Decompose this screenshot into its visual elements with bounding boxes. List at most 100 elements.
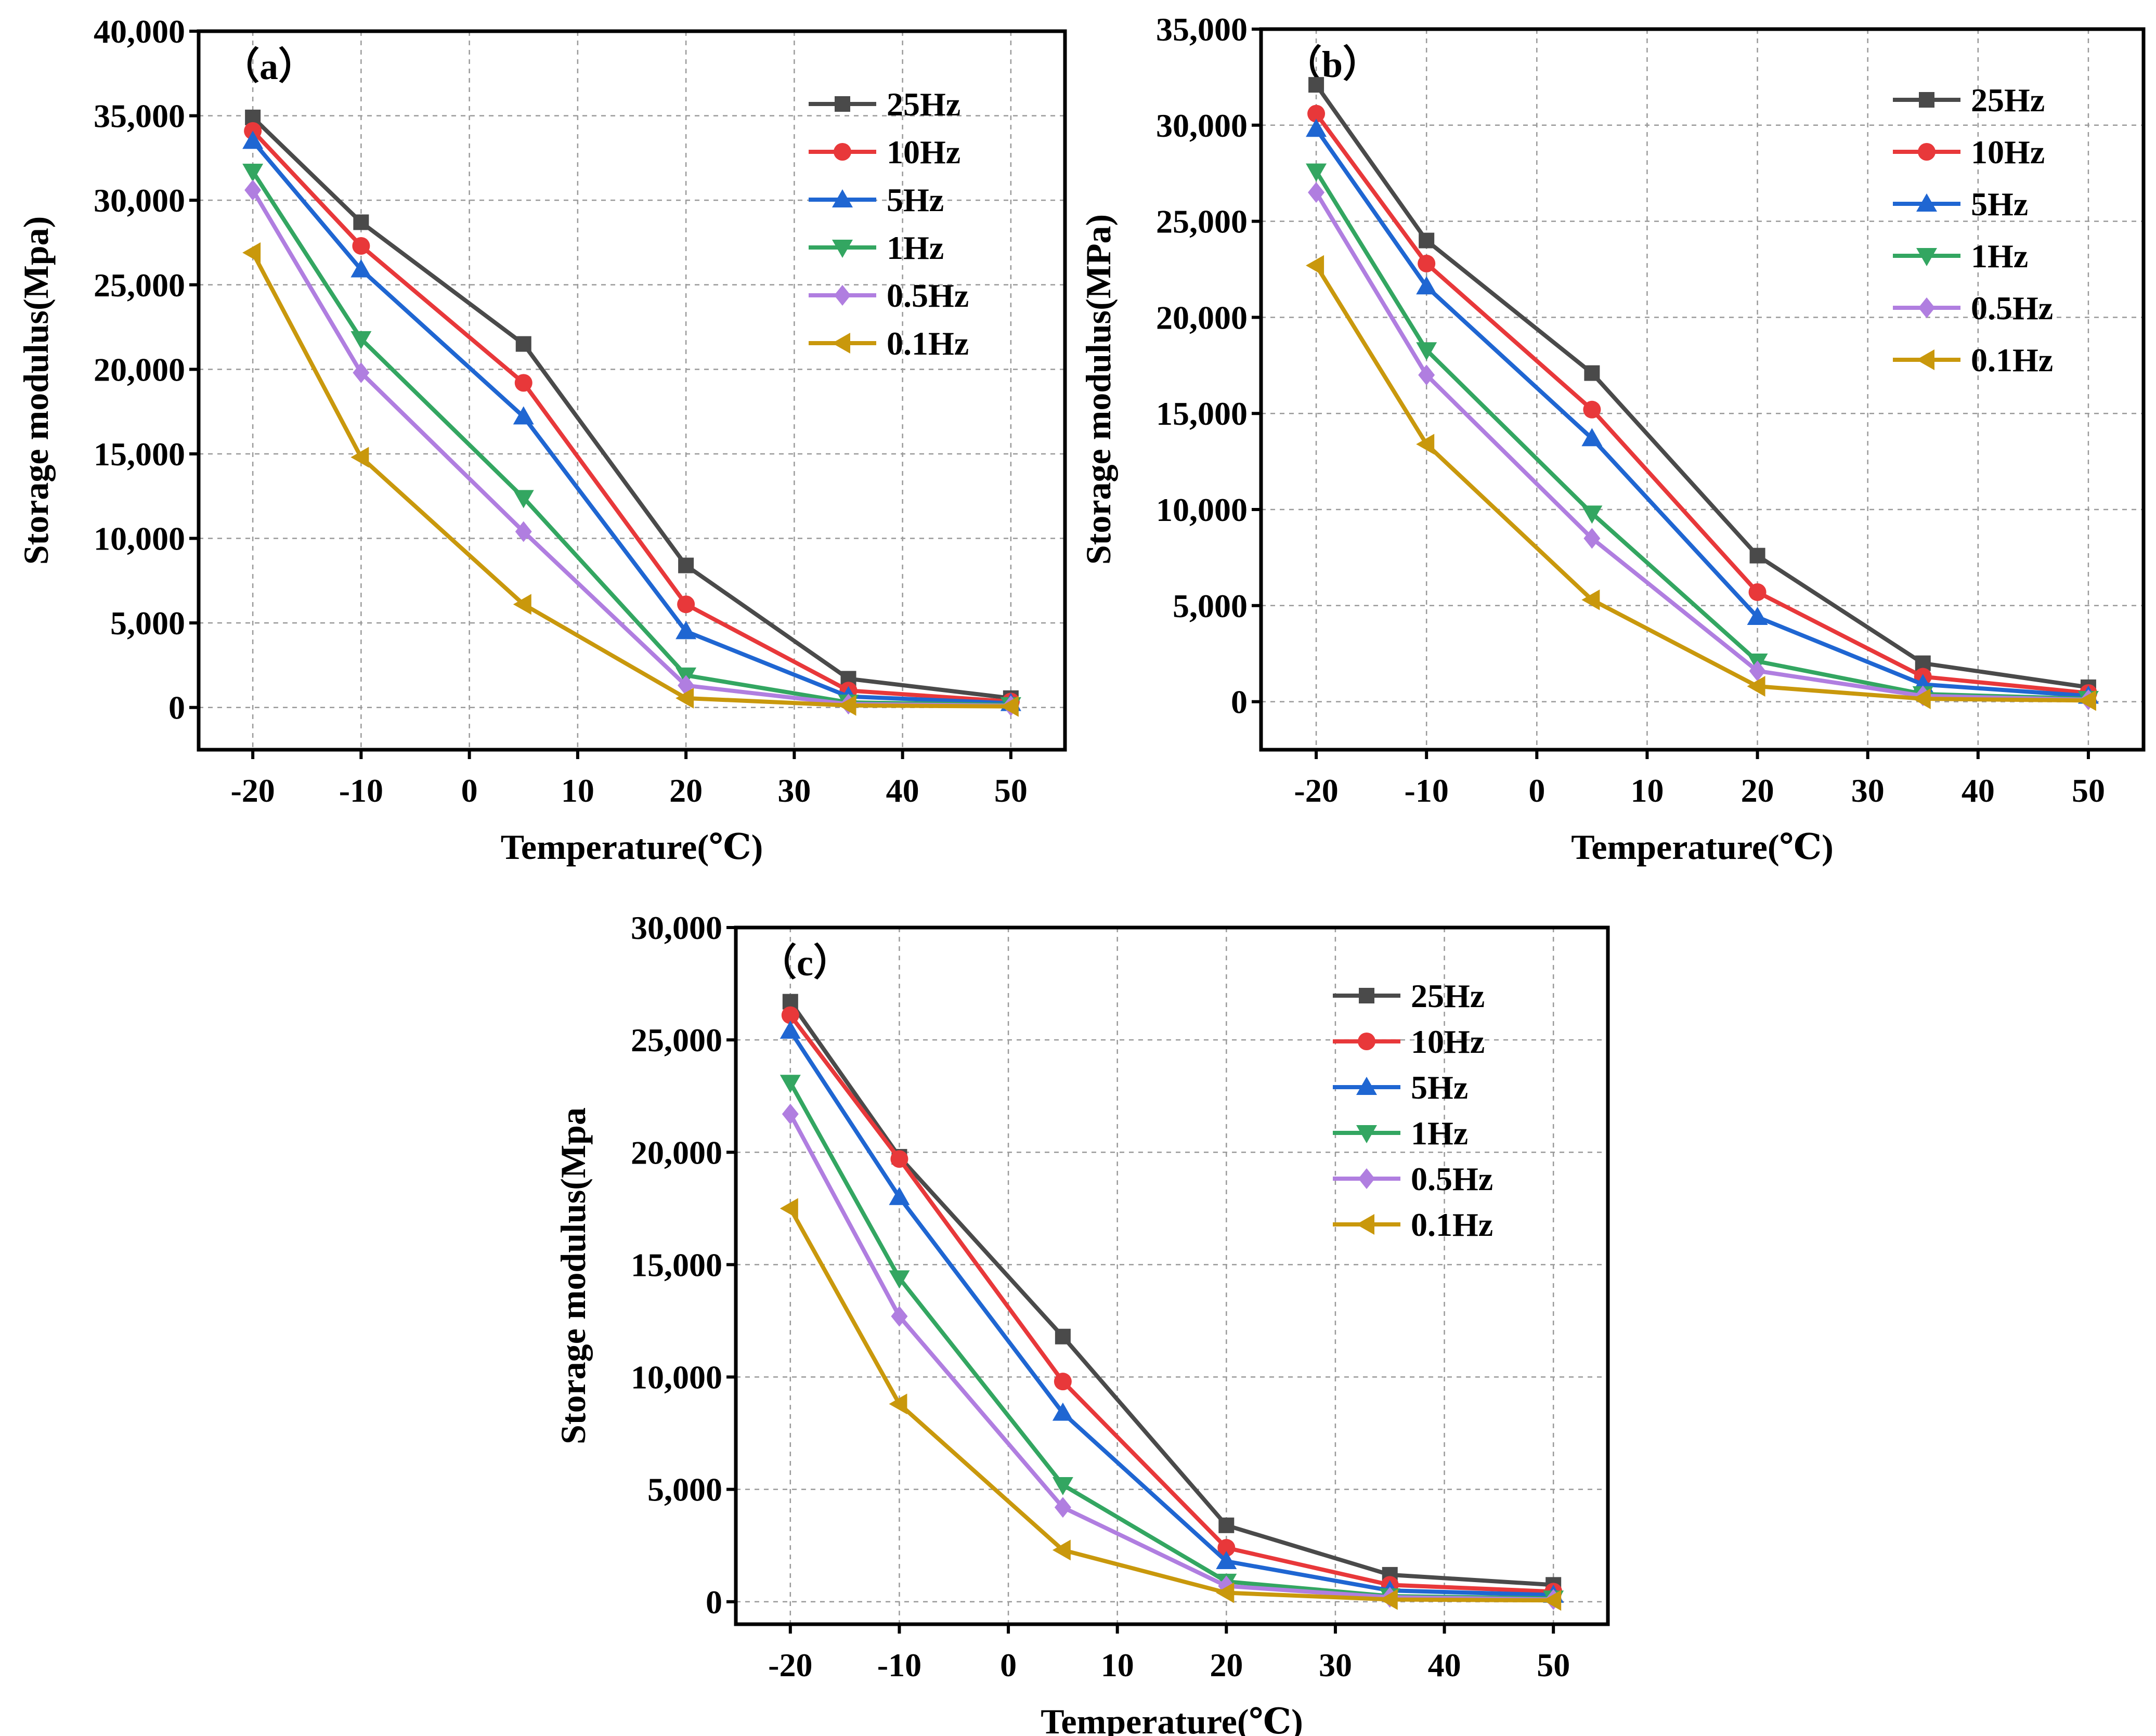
data-point: [1581, 505, 1603, 524]
legend-marker: [1359, 988, 1374, 1003]
x-tick-label: 10: [1101, 1647, 1134, 1683]
data-point: [1748, 583, 1767, 601]
data-point: [677, 595, 695, 614]
x-tick-label: 20: [1210, 1647, 1243, 1683]
y-tick-label: 0: [706, 1584, 722, 1621]
series-line: [251, 139, 1011, 706]
x-tick-label: -20: [1294, 772, 1338, 809]
data-point: [242, 163, 264, 182]
data-point: [781, 1006, 799, 1024]
data-point: [1912, 688, 1931, 710]
legend-label: 10Hz: [887, 134, 960, 171]
legend-entry: 10Hz: [809, 134, 960, 171]
data-point: [1416, 434, 1435, 455]
legend-entry: 25Hz: [1333, 977, 1485, 1014]
grid: [199, 31, 1065, 750]
y-tick-label: 25,000: [94, 267, 185, 304]
legend-entry: 0.5Hz: [1893, 290, 2053, 327]
legend-marker: [1916, 248, 1937, 266]
data-point: [889, 1270, 910, 1289]
data-point: [1052, 1477, 1073, 1495]
legend-entry: 5Hz: [1333, 1069, 1468, 1106]
data-point: [1749, 660, 1766, 682]
legend-label: 0.5Hz: [1411, 1160, 1493, 1197]
x-tick-label: 50: [2072, 772, 2105, 809]
data-point: [1054, 1373, 1072, 1391]
data-point: [1217, 1539, 1236, 1557]
series-line: [251, 189, 1011, 708]
data-point: [1543, 1590, 1562, 1611]
data-point: [513, 406, 534, 425]
legend-entry: 25Hz: [809, 86, 960, 123]
y-tick-label: 25,000: [1156, 203, 1248, 240]
y-tick-label: 5,000: [647, 1471, 722, 1508]
data-point: [350, 331, 372, 349]
legend-marker: [834, 143, 851, 161]
y-tick-label: 20,000: [631, 1134, 722, 1171]
series-line: [1314, 191, 2089, 702]
y-axis-title: Storage modulus(Mpa: [553, 1107, 593, 1444]
y-tick-label: 40,000: [94, 13, 185, 50]
x-tick-label: 40: [886, 772, 919, 809]
series-line: [788, 1029, 1554, 1597]
x-tick-label: 10: [561, 772, 594, 809]
data-point: [1000, 696, 1019, 717]
legend-entry: 25Hz: [1893, 82, 2045, 119]
y-tick-label: 15,000: [1156, 395, 1248, 432]
legend-marker: [1918, 297, 1935, 318]
legend-entry: 1Hz: [1893, 238, 2028, 275]
data-point: [1052, 1402, 1073, 1421]
x-tick-label: -20: [768, 1647, 812, 1683]
chart-panel-b: -20 -10 0 10 20 30 40 50 0 5,000 10,000 15,000 20,00…: [1079, 11, 2146, 867]
legend-marker: [1919, 92, 1934, 108]
x-tick-label: -10: [1405, 772, 1449, 809]
x-tick-label: 50: [994, 772, 1028, 809]
data-point: [1308, 182, 1325, 203]
x-axis-title: Temperature(℃): [1041, 1702, 1303, 1736]
legend-marker: [834, 285, 851, 306]
x-tick-label: 0: [1528, 772, 1545, 809]
data-point: [1581, 589, 1600, 610]
series-line: [1314, 83, 2089, 689]
legend-label: 0.5Hz: [887, 277, 969, 314]
legend-entry: 1Hz: [809, 229, 944, 266]
data-point: [242, 242, 261, 263]
x-tick-label: 30: [1851, 772, 1885, 809]
y-tick-label: 5,000: [1173, 588, 1248, 624]
data-point: [352, 237, 370, 255]
data-point: [1379, 1589, 1398, 1610]
series-line: [1314, 112, 2089, 695]
series-0_1Hz: [780, 1198, 1562, 1611]
legend-label: 10Hz: [1971, 134, 2045, 171]
y-axis-title: Storage modulus(MPa): [1079, 214, 1118, 565]
legend-label: 0.1Hz: [887, 325, 969, 362]
data-point: [1306, 255, 1324, 276]
legend-label: 1Hz: [1411, 1115, 1468, 1152]
legend-label: 0.5Hz: [1971, 290, 2053, 327]
x-axis-title: Temperature(℃): [1571, 827, 1834, 867]
data-point: [1052, 1539, 1071, 1561]
y-tick-label: 15,000: [94, 436, 185, 473]
data-point: [676, 687, 694, 709]
y-tick-label: 0: [1231, 684, 1248, 721]
y-tick-label: 25,000: [631, 1022, 722, 1059]
data-point: [838, 695, 856, 716]
y-tick-label: 10,000: [631, 1359, 722, 1396]
data-point: [780, 1075, 801, 1093]
data-point: [1055, 1328, 1071, 1345]
y-tick-label: 35,000: [1156, 11, 1248, 48]
series-line: [251, 129, 1011, 704]
legend-marker: [1916, 349, 1934, 370]
legend-label: 1Hz: [887, 229, 944, 266]
series-0_1Hz: [1306, 255, 2096, 711]
data-point: [242, 130, 264, 149]
legend-label: 0.1Hz: [1411, 1206, 1493, 1243]
data-point: [2077, 690, 2096, 711]
x-tick-label: -20: [230, 772, 275, 809]
data-point: [353, 214, 369, 230]
legend-marker: [1918, 143, 1936, 161]
legend-label: 1Hz: [1971, 238, 2028, 275]
x-tick-label: 40: [1428, 1647, 1461, 1683]
data-point: [1747, 676, 1765, 697]
